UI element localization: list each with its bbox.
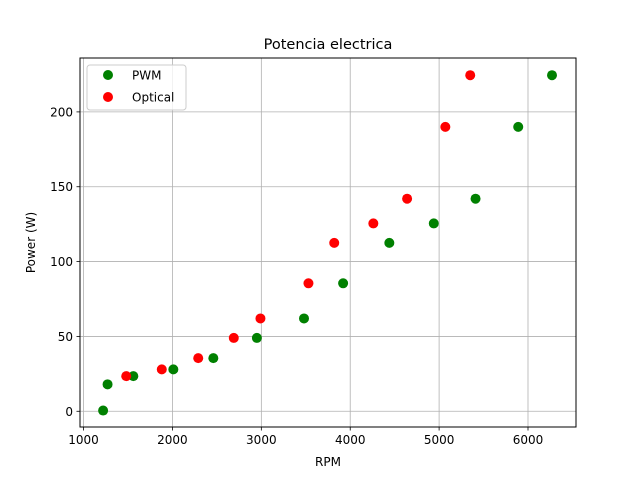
legend-label-optical: Optical <box>132 91 174 105</box>
data-point <box>102 379 113 390</box>
data-point <box>303 278 314 289</box>
data-point <box>384 237 395 248</box>
legend-marker-optical <box>103 92 113 102</box>
y-axis-label: Power (W) <box>24 212 38 273</box>
data-point <box>470 193 481 204</box>
data-point <box>338 278 349 289</box>
data-point <box>128 371 139 382</box>
data-point <box>168 364 179 375</box>
plot-frame <box>79 57 577 428</box>
y-tick-label: 0 <box>65 405 73 419</box>
legend-label-pwm: PWM <box>132 69 161 83</box>
x-tick-label: 1000 <box>68 433 99 447</box>
x-tick-label: 6000 <box>513 433 544 447</box>
data-point <box>428 218 439 229</box>
data-point <box>98 405 109 416</box>
series-pwm <box>98 70 557 416</box>
grid-lines <box>80 58 576 427</box>
data-point <box>193 353 204 364</box>
data-point <box>513 121 524 132</box>
data-point <box>156 364 167 375</box>
y-tick-label: 150 <box>50 180 73 194</box>
legend: PWM Optical <box>86 64 187 111</box>
data-point <box>440 121 451 132</box>
data-point <box>329 237 340 248</box>
chart-title: Potencia electrica <box>264 37 393 53</box>
legend-marker-pwm <box>103 70 113 80</box>
data-point <box>299 313 309 324</box>
plot-area <box>80 58 576 427</box>
y-tick-label: 50 <box>58 330 73 344</box>
x-tick-label: 4000 <box>335 433 366 447</box>
y-tick-label: 200 <box>50 105 73 119</box>
x-axis-label: RPM <box>315 455 341 469</box>
data-points <box>98 70 557 416</box>
y-tick-label: 100 <box>50 255 73 269</box>
data-point <box>368 218 379 229</box>
x-tick-label: 3000 <box>246 433 277 447</box>
data-point <box>228 332 239 343</box>
data-point <box>465 70 476 81</box>
axis-ticks: 1000 2000 3000 4000 5000 6000 0 50 100 150 200 <box>50 105 543 447</box>
data-point <box>251 332 262 343</box>
data-point <box>121 371 132 382</box>
data-point <box>402 193 413 204</box>
data-point <box>547 70 557 81</box>
x-tick-label: 5000 <box>424 433 455 447</box>
data-point <box>255 313 266 324</box>
data-point <box>208 353 219 364</box>
x-tick-label: 2000 <box>157 433 188 447</box>
series-optical <box>121 70 476 382</box>
